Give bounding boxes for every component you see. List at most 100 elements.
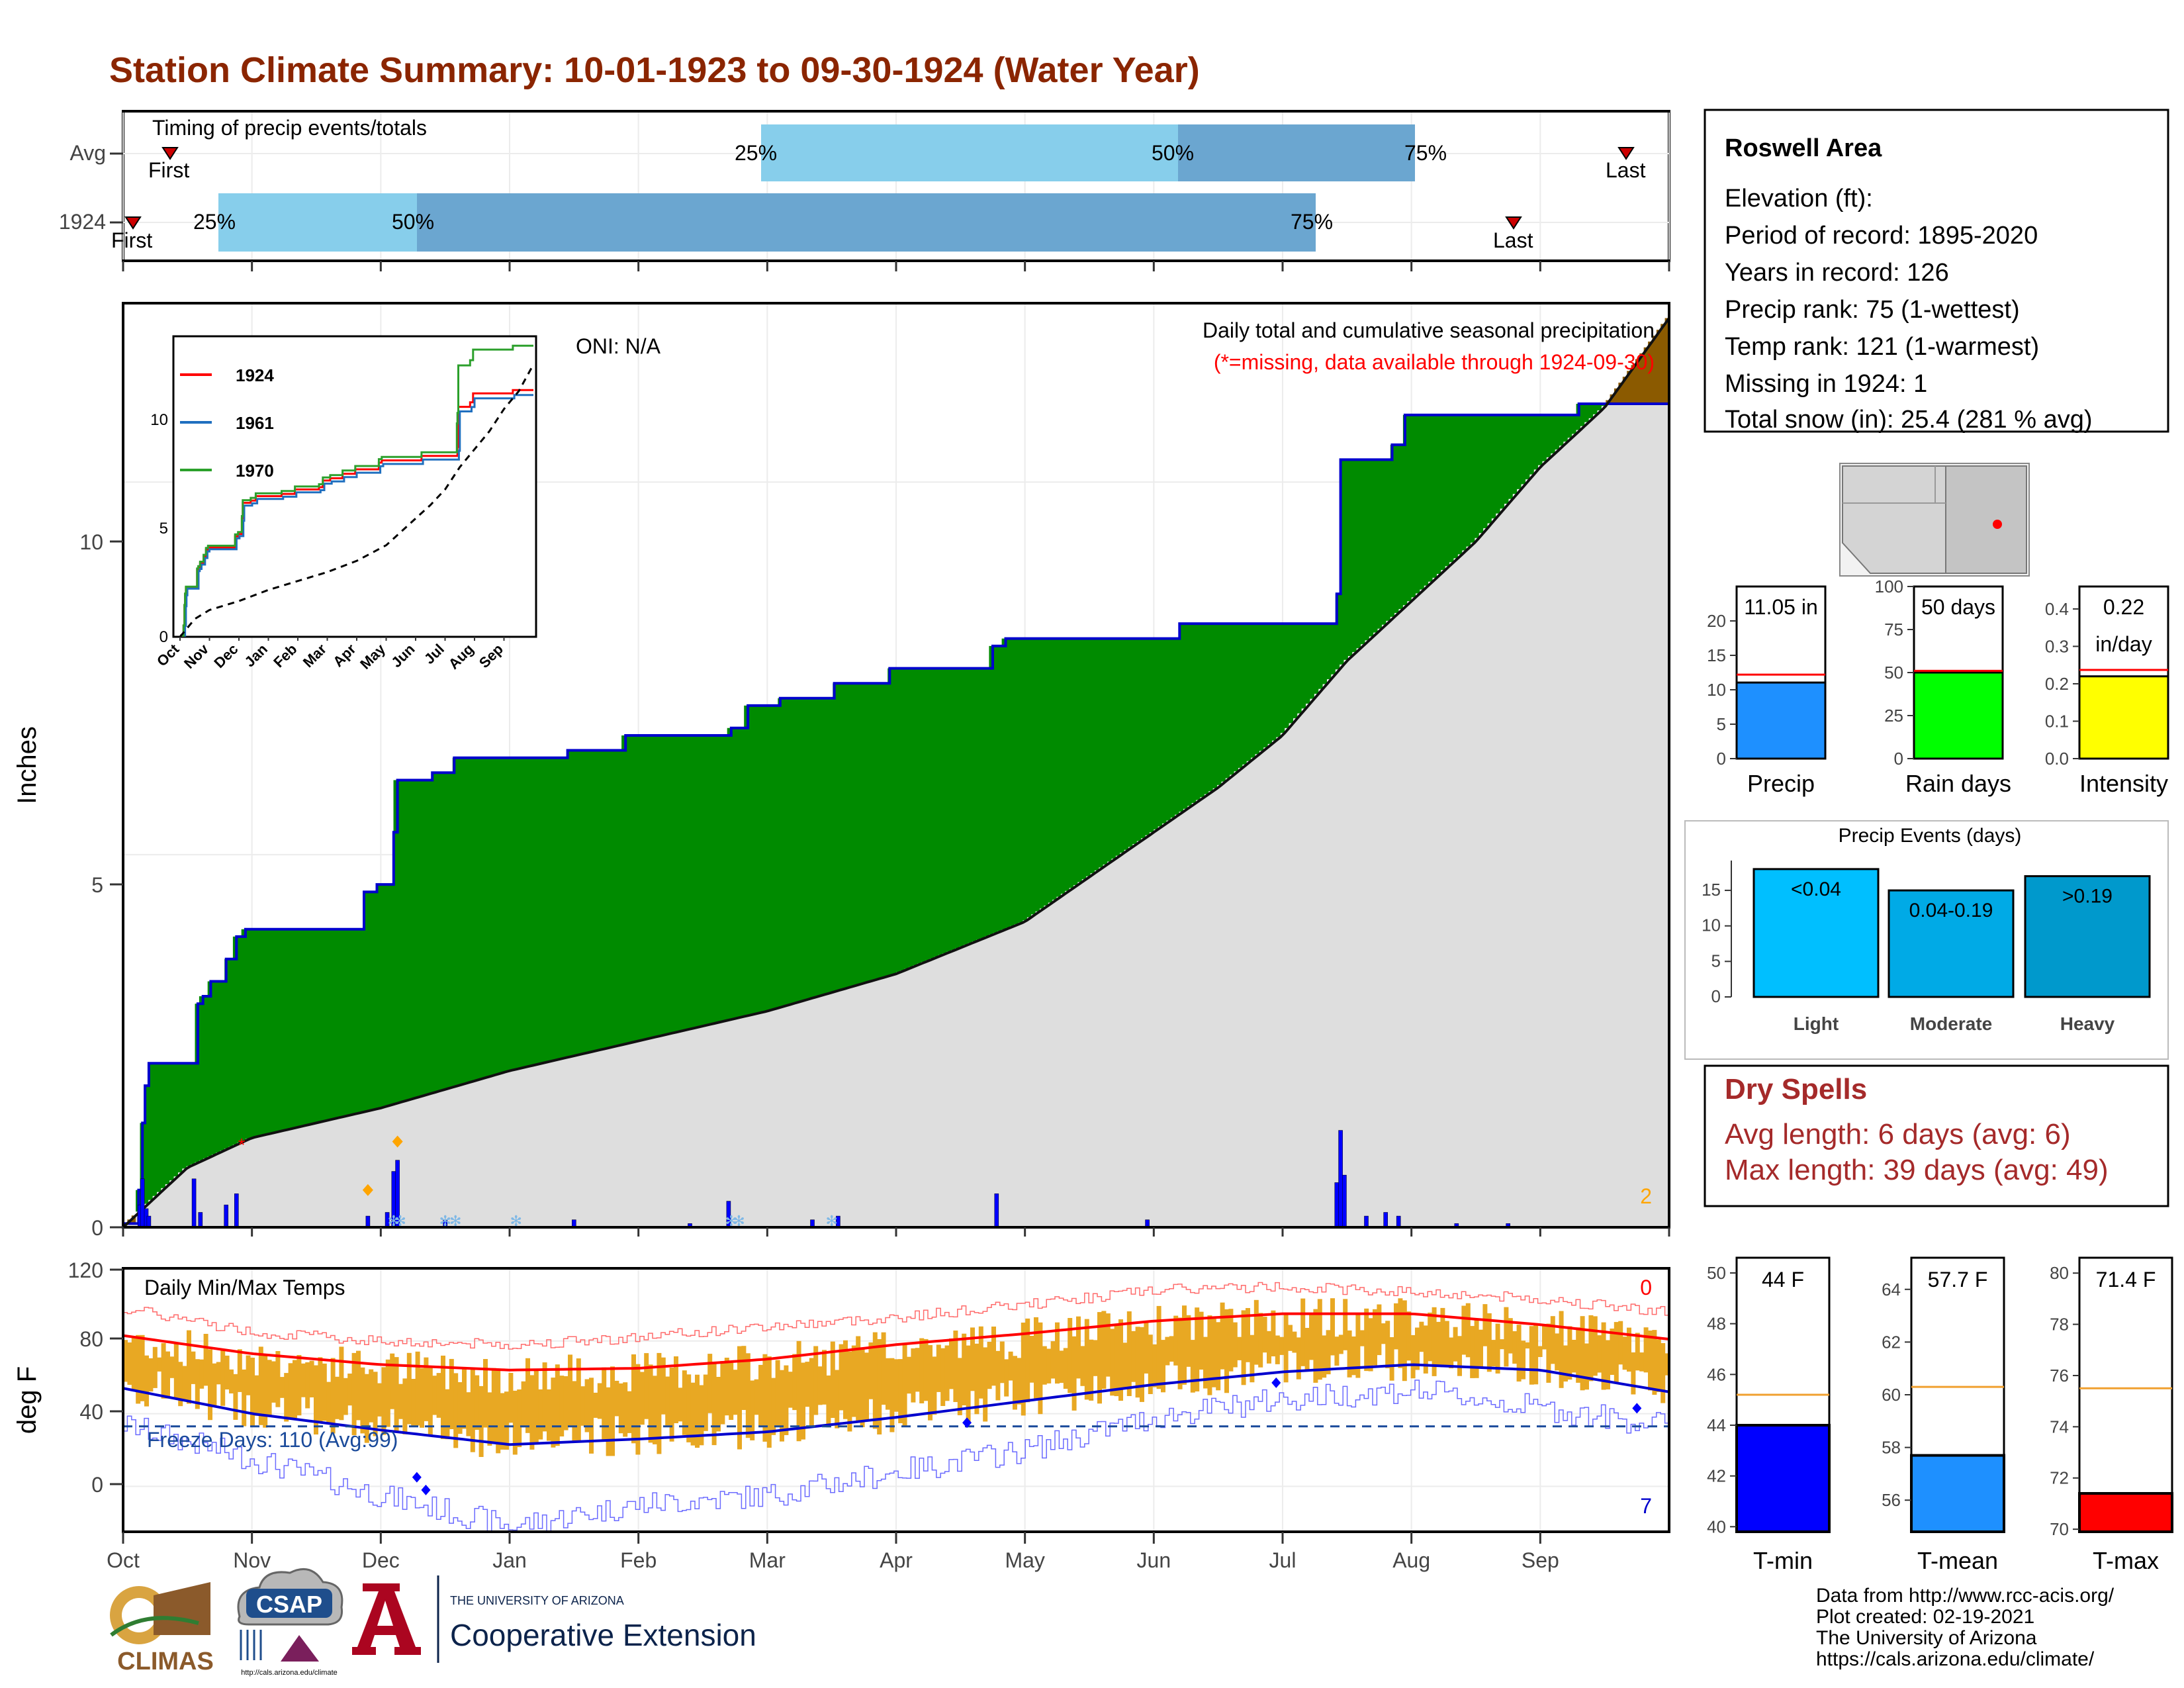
daily-temp-bar bbox=[1241, 1310, 1246, 1385]
daily-temp-bar bbox=[483, 1359, 488, 1428]
footer-line: The University of Arizona bbox=[1816, 1627, 2037, 1649]
y1924-first-marker bbox=[124, 216, 142, 230]
daily-temp-bar bbox=[568, 1354, 572, 1427]
station-line: Precip rank: 75 (1-wettest) bbox=[1725, 296, 2020, 324]
temperature-bar-charts: 40 42 44 46 48 50 44 F T-min 56 58 60 62 64 57.7 F T-m… bbox=[1707, 1256, 2173, 1574]
daily-temp-bar bbox=[271, 1361, 276, 1403]
daily-temp-bar bbox=[1567, 1326, 1572, 1380]
csap-logo-url: http://cals.arizona.edu/climate bbox=[241, 1669, 338, 1677]
temp-bar-value bbox=[1910, 1454, 2005, 1534]
daily-temp-bar bbox=[1216, 1322, 1221, 1391]
daily-temp-bar bbox=[521, 1381, 526, 1428]
daily-temp-bar bbox=[165, 1351, 170, 1399]
temp-bar-tick-label: 50 bbox=[1707, 1263, 1726, 1283]
inset-series-1961 bbox=[181, 394, 533, 637]
daily-temp-bar bbox=[314, 1365, 318, 1434]
temp-bar-tick-label: 60 bbox=[1882, 1385, 1901, 1405]
daily-temp-bar bbox=[631, 1354, 636, 1444]
average-cumulative-line bbox=[122, 317, 1670, 1229]
events-tick-label: 15 bbox=[1702, 880, 1721, 900]
mini-bar-label: Intensity bbox=[2079, 770, 2168, 797]
daily-temp-bar bbox=[610, 1366, 615, 1456]
daily-temp-bar bbox=[1279, 1336, 1285, 1355]
precip-panel: *✻✻ ✻✻ ✻ ✻✻ ✻ 0 5 10 Inches Daily total and … bbox=[13, 302, 1670, 1240]
daily-temp-bar bbox=[529, 1375, 535, 1450]
daily-temp-bar bbox=[1046, 1348, 1052, 1383]
temp-bar-label: T-min bbox=[1753, 1547, 1813, 1574]
daily-temp-bar bbox=[1537, 1346, 1543, 1357]
daily-temp-bar bbox=[1622, 1336, 1627, 1370]
daily-temp-bar bbox=[1428, 1312, 1433, 1362]
daily-temp-bar bbox=[1504, 1307, 1509, 1367]
events-plot: 0 5 10 15 <0.04 Light 0.04-0.19 Moderate >0.19 He… bbox=[1702, 861, 2151, 1034]
daily-temp-bar bbox=[343, 1378, 348, 1415]
temp-bar-tick-label: 70 bbox=[2050, 1519, 2069, 1539]
daily-temp-bar bbox=[809, 1358, 814, 1427]
daily-temp-bar bbox=[220, 1350, 226, 1406]
temp-bar-tick-label: 64 bbox=[1882, 1280, 1901, 1299]
events-bar-name: Light bbox=[1794, 1013, 1839, 1034]
dry-spells-max: Max length: 39 days (avg: 49) bbox=[1725, 1154, 2109, 1186]
daily-temp-bar bbox=[1338, 1335, 1343, 1354]
daily-temp-bar bbox=[576, 1358, 581, 1442]
daily-temp-bar bbox=[1105, 1313, 1111, 1377]
daily-temp-bar bbox=[1080, 1346, 1085, 1386]
precip-ytick-label: 10 bbox=[79, 530, 103, 554]
temp-bar-label: T-max bbox=[2093, 1547, 2159, 1574]
daily-temp-bar bbox=[860, 1348, 865, 1427]
daily-temp-bar bbox=[547, 1389, 551, 1441]
daily-temp-bar bbox=[1597, 1335, 1602, 1373]
daily-temp-bar bbox=[1664, 1353, 1670, 1376]
daily-temp-bar bbox=[1453, 1327, 1458, 1362]
mini-bar-tick-label: 20 bbox=[1707, 611, 1726, 631]
daily-temp-bar bbox=[580, 1386, 586, 1426]
daily-temp-bar bbox=[572, 1381, 577, 1443]
station-line: Years in record: 126 bbox=[1725, 259, 1949, 287]
temp-bar-tick-label: 48 bbox=[1707, 1314, 1726, 1334]
daily-temp-bar bbox=[398, 1383, 403, 1419]
daily-temp-bar bbox=[1038, 1322, 1043, 1415]
precip-panel-subtitle: (*=missing, data available through 1924-… bbox=[1214, 350, 1655, 374]
dry-spells-title: Dry Spells bbox=[1725, 1073, 1867, 1105]
csap-logo-text: CSAP bbox=[256, 1591, 322, 1618]
page-title: Station Climate Summary: 10-01-1923 to 0… bbox=[109, 50, 1200, 90]
daily-temp-bar bbox=[584, 1379, 590, 1432]
daily-temp-bar bbox=[936, 1344, 941, 1392]
daily-temp-bar bbox=[462, 1368, 467, 1429]
daily-temp-bar bbox=[1351, 1336, 1356, 1376]
daily-temp-bar bbox=[678, 1387, 683, 1422]
station-location-dot bbox=[1993, 520, 2002, 529]
daily-temp-bar bbox=[563, 1376, 569, 1430]
daily-temp-bar bbox=[1512, 1331, 1518, 1364]
university-of-arizona-logo: THE UNIVERSITY OF ARIZONA Cooperative Ex… bbox=[352, 1575, 756, 1663]
daily-temp-bar bbox=[872, 1332, 878, 1429]
daily-temp-bar bbox=[949, 1338, 954, 1389]
y1924-last-marker bbox=[1505, 216, 1522, 230]
cumulative-precip-line bbox=[123, 402, 1669, 1225]
daily-temp-bar bbox=[1525, 1342, 1530, 1349]
daily-temp-bar bbox=[229, 1369, 234, 1393]
daily-temp-bar bbox=[1398, 1298, 1403, 1368]
daily-temp-bar bbox=[1258, 1313, 1263, 1368]
daily-temp-bar bbox=[1423, 1325, 1428, 1374]
temp-ytick-label: 80 bbox=[79, 1327, 103, 1351]
daily-temp-bar bbox=[237, 1349, 242, 1392]
events-bar bbox=[1752, 868, 1880, 998]
locator-map bbox=[1839, 463, 2030, 577]
daily-temp-bar bbox=[606, 1387, 611, 1456]
daily-temp-bar bbox=[788, 1372, 793, 1408]
month-tick-label: Mar bbox=[749, 1548, 786, 1572]
daily-temp-bar bbox=[428, 1366, 433, 1436]
daily-temp-bar bbox=[1008, 1351, 1013, 1381]
daily-temp-bar bbox=[1631, 1352, 1636, 1395]
avg-p50-label: 50% bbox=[1152, 141, 1194, 165]
daily-temp-bar bbox=[1177, 1317, 1183, 1389]
temp-ytick-label: 40 bbox=[79, 1400, 103, 1424]
daily-temp-bar bbox=[1529, 1326, 1534, 1385]
daily-temp-bar bbox=[1059, 1350, 1064, 1383]
avg-last-marker bbox=[1617, 147, 1635, 160]
precip-yticks: 0 5 10 bbox=[79, 530, 123, 1240]
daily-temp-bar bbox=[737, 1346, 742, 1450]
daily-temp-bar bbox=[161, 1342, 166, 1399]
daily-temp-bar bbox=[886, 1358, 890, 1410]
